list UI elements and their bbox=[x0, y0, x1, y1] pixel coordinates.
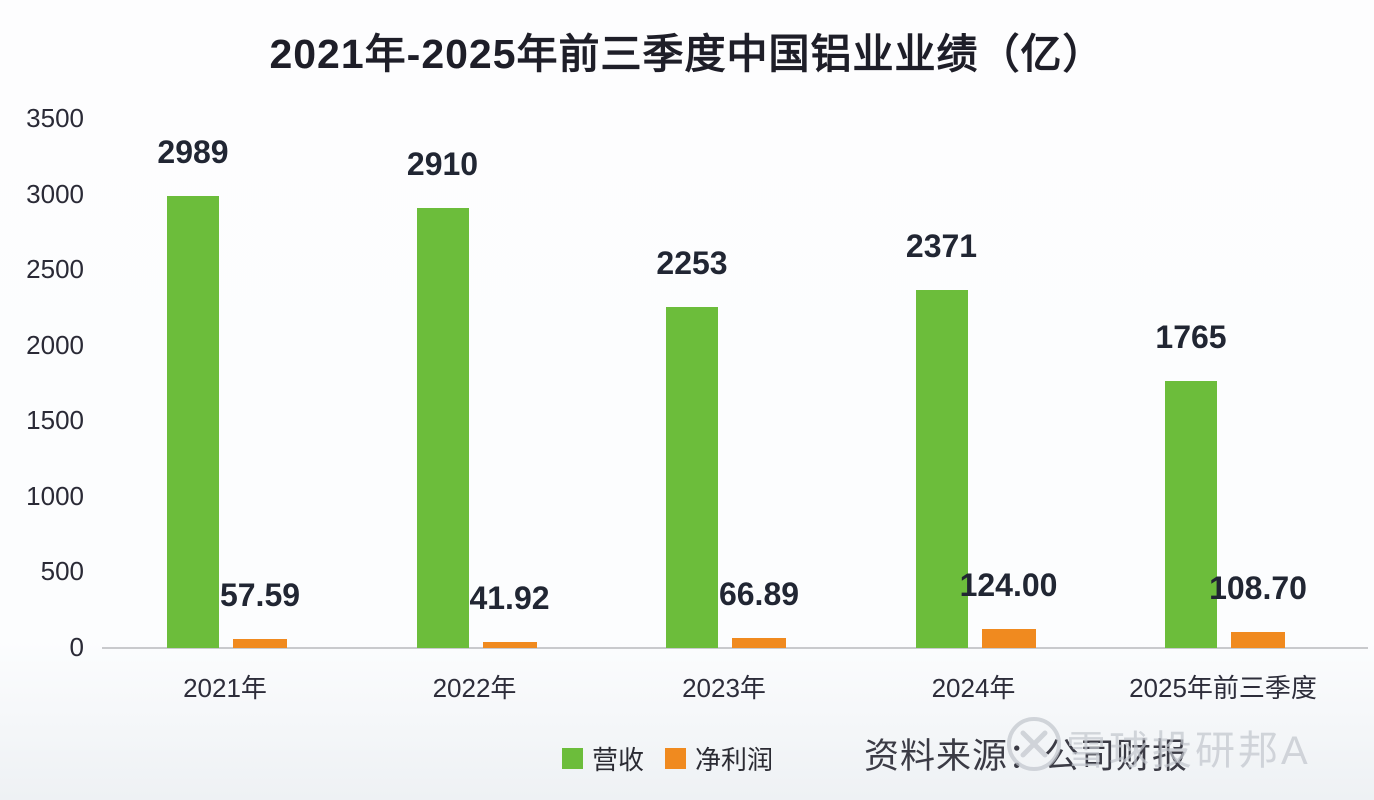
revenue-bar bbox=[1165, 381, 1217, 648]
y-tick-label: 1000 bbox=[26, 480, 84, 511]
x-axis-label: 2021年 bbox=[183, 673, 267, 703]
revenue-value-label: 2253 bbox=[656, 245, 728, 282]
profit-bar bbox=[1231, 631, 1285, 648]
x-axis-label: 2024年 bbox=[931, 673, 1016, 703]
legend-label-profit: 净利润 bbox=[695, 745, 774, 775]
y-tick-label: 3500 bbox=[26, 103, 84, 133]
y-tick-label: 0 bbox=[69, 632, 84, 662]
profit-value-label: 124.00 bbox=[959, 567, 1058, 604]
revenue-bar bbox=[915, 289, 968, 648]
revenue-bar bbox=[167, 196, 219, 648]
profit-bar bbox=[732, 637, 786, 648]
profit-value-label: 108.70 bbox=[1209, 569, 1307, 606]
revenue-value-label: 2989 bbox=[157, 134, 229, 171]
revenue-value-label: 2910 bbox=[406, 146, 479, 183]
x-axis-label: 2025年前三季度 bbox=[1129, 673, 1317, 703]
x-axis-label: 2023年 bbox=[682, 673, 766, 703]
profit-bar bbox=[233, 639, 287, 648]
chart-title: 2021年-2025年前三季度中国铝业业绩（亿） bbox=[269, 31, 1105, 77]
revenue-value-label: 1765 bbox=[1155, 319, 1227, 356]
y-tick-label: 2500 bbox=[26, 254, 84, 285]
revenue-bar bbox=[666, 307, 718, 648]
chart-legend: 营收 净利润 bbox=[562, 740, 773, 777]
y-tick-label: 500 bbox=[40, 556, 84, 587]
profit-value-label: 57.59 bbox=[219, 577, 301, 614]
legend-label-revenue: 营收 bbox=[592, 745, 645, 775]
profit-value-label: 66.89 bbox=[718, 575, 800, 612]
source-caption: 资料来源：公司财报 bbox=[864, 737, 1189, 776]
profit-bar bbox=[981, 629, 1036, 648]
legend-swatch-revenue bbox=[562, 748, 583, 769]
revenue-value-label: 2371 bbox=[905, 227, 978, 264]
legend-swatch-profit bbox=[665, 748, 687, 769]
y-tick-label: 2000 bbox=[26, 329, 84, 360]
x-axis-line bbox=[102, 647, 1368, 649]
profit-bar bbox=[482, 641, 537, 648]
y-tick-label: 1500 bbox=[26, 405, 84, 436]
profit-value-label: 41.92 bbox=[469, 579, 550, 616]
y-tick-label: 3000 bbox=[26, 178, 84, 209]
x-axis-label: 2022年 bbox=[432, 673, 517, 703]
revenue-bar bbox=[416, 208, 469, 648]
